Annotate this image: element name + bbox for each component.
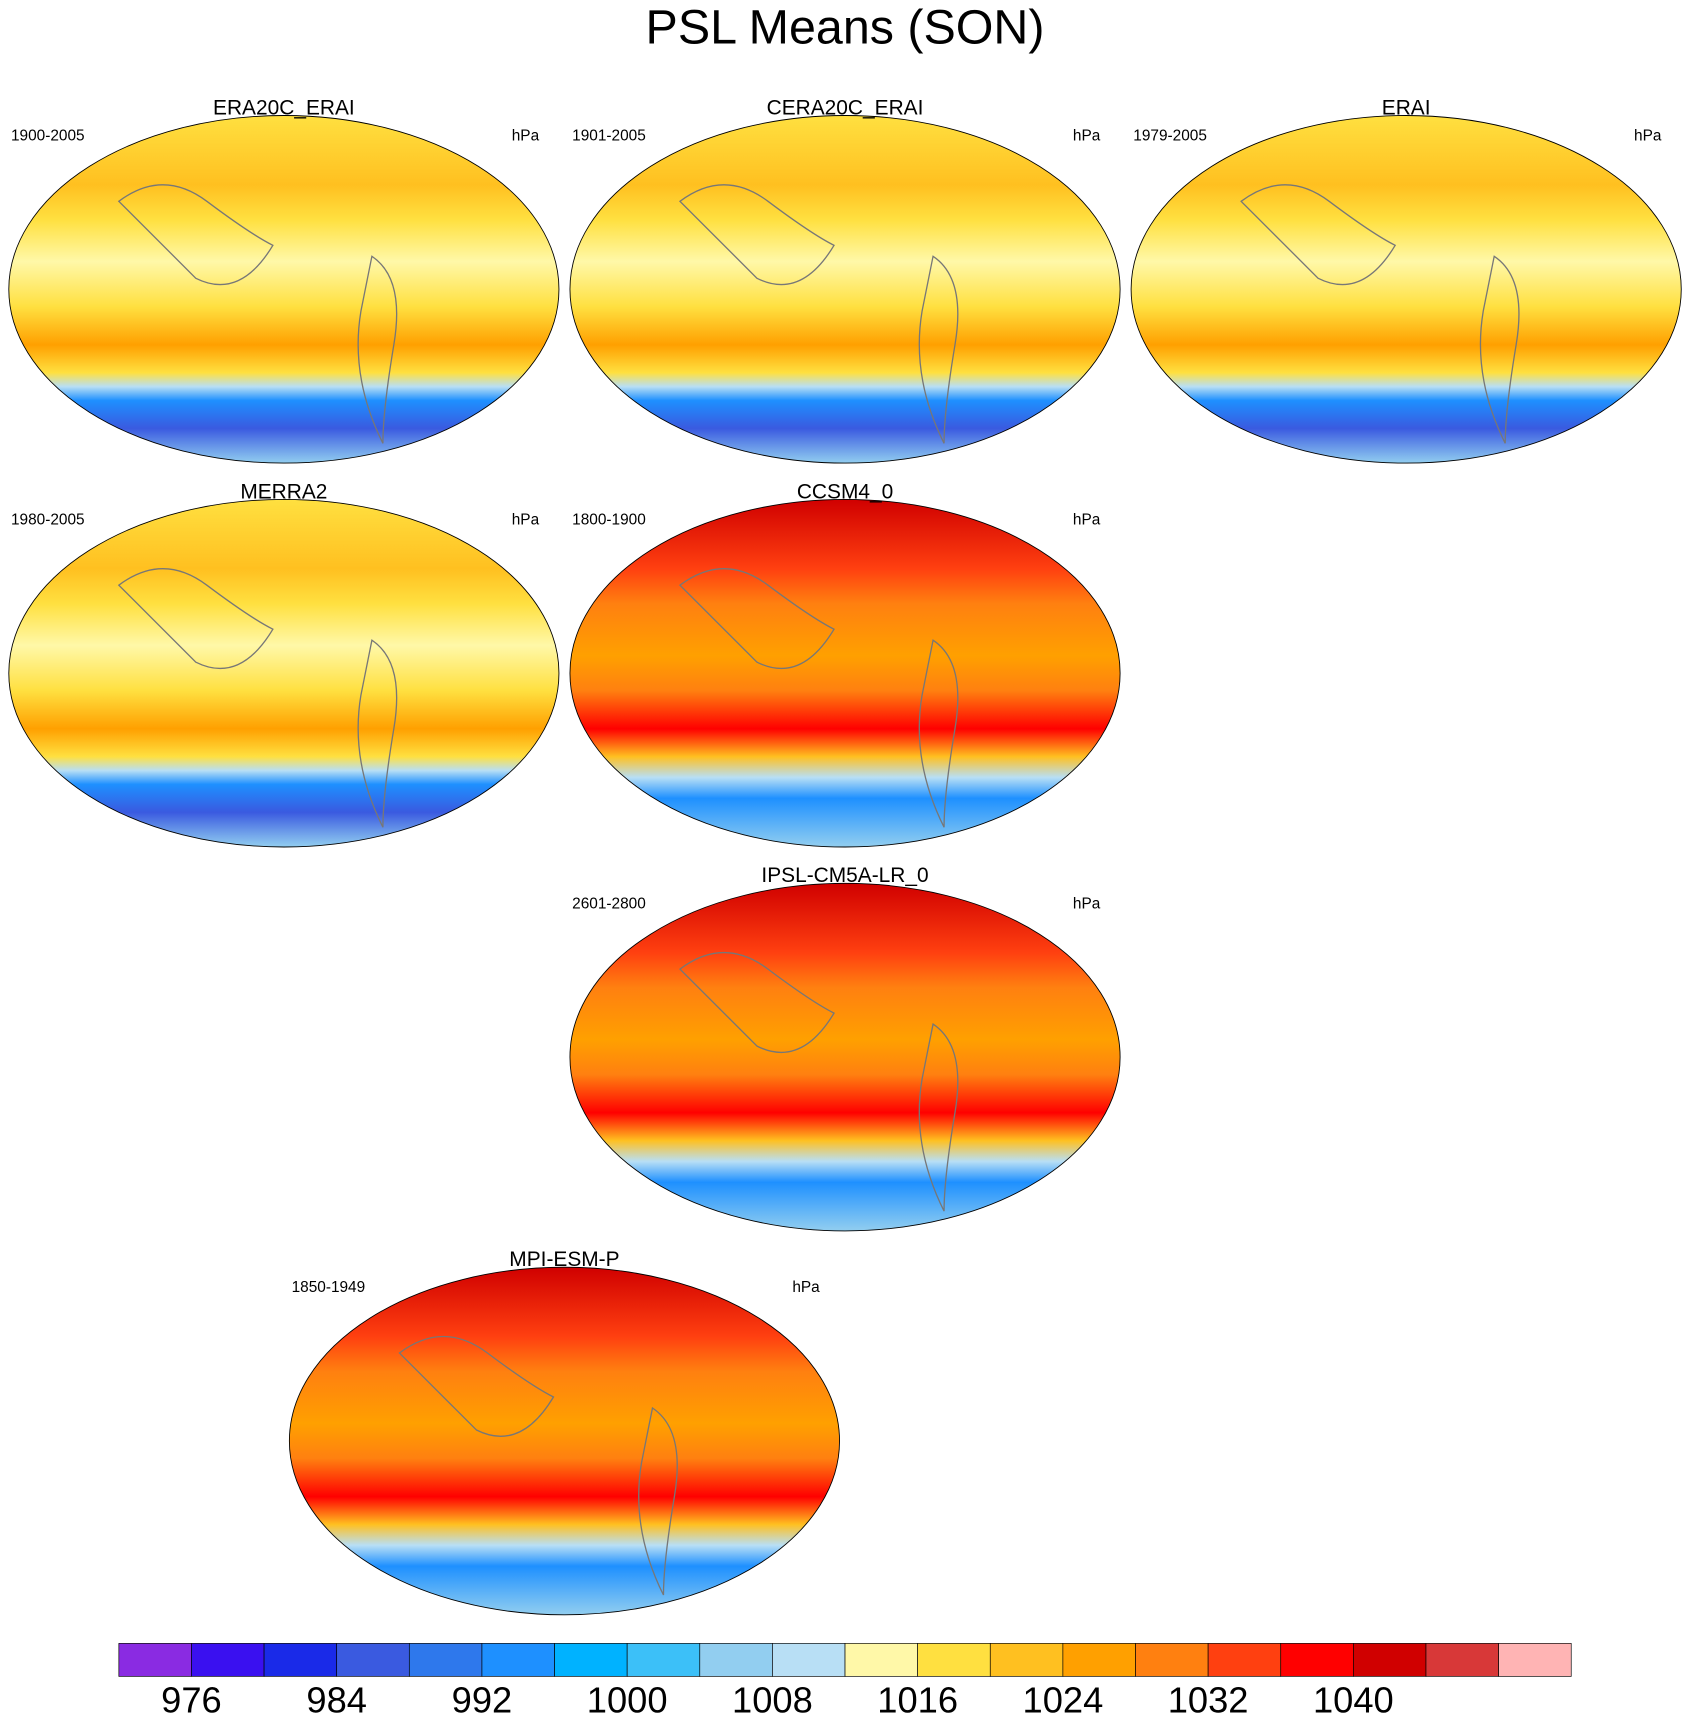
colorbar-box xyxy=(989,1643,1064,1677)
colorbar-box xyxy=(1425,1643,1499,1677)
panel-title: CERA20C_ERAI xyxy=(767,96,924,119)
map-panel: CERA20C_ERAI 1901-2005 hPa xyxy=(569,96,1121,464)
colorbar-label: 976 xyxy=(161,1679,222,1720)
colorbar-box xyxy=(408,1643,483,1677)
map-field xyxy=(569,115,1121,464)
panel-period: 2601-2800 xyxy=(572,895,646,912)
colorbar-box xyxy=(481,1643,555,1677)
panel-units: hPa xyxy=(1634,127,1662,144)
colorbar-label: 1024 xyxy=(1023,1679,1104,1720)
colorbar-box xyxy=(1207,1643,1282,1677)
colorbar-box xyxy=(699,1643,773,1677)
map-field xyxy=(288,1266,840,1616)
colorbar-box xyxy=(263,1643,338,1677)
map-field xyxy=(8,498,560,848)
colorbar-label: 992 xyxy=(452,1679,513,1720)
panel-units: hPa xyxy=(512,127,540,144)
panel-title: CCSM4_0 xyxy=(797,480,893,503)
panel-period: 1980-2005 xyxy=(11,511,85,528)
colorbar-label: 1040 xyxy=(1313,1679,1394,1720)
colorbar-box xyxy=(336,1643,410,1677)
panel-title: MPI-ESM-P xyxy=(509,1248,619,1271)
coastline xyxy=(1240,184,1520,444)
coastline xyxy=(678,952,959,1212)
map-field xyxy=(8,115,560,464)
panel-period: 1800-1900 xyxy=(572,511,646,528)
colorbar-label: 1032 xyxy=(1168,1679,1249,1720)
colorbar-box xyxy=(1353,1643,1427,1677)
colorbar-box xyxy=(554,1643,628,1677)
colorbar-label: 1008 xyxy=(732,1679,813,1720)
colorbar-box xyxy=(917,1643,991,1677)
panel-title: ERAI xyxy=(1382,96,1431,119)
panel-units: hPa xyxy=(512,511,540,528)
map-panel: ERAI 1979-2005 hPa xyxy=(1130,96,1682,464)
colorbar-box xyxy=(772,1643,846,1677)
colorbar-box xyxy=(626,1643,701,1677)
map-panel: MPI-ESM-P 1850-1949 hPa xyxy=(288,1248,840,1616)
panel-units: hPa xyxy=(1073,511,1101,528)
map-field xyxy=(1130,115,1682,464)
colorbar-label: 984 xyxy=(306,1679,367,1720)
panel-title: IPSL-CM5A-LR_0 xyxy=(761,864,928,887)
panel-period: 1979-2005 xyxy=(1133,127,1207,144)
colorbar-box xyxy=(1135,1643,1209,1677)
coastline xyxy=(678,184,959,444)
panel-units: hPa xyxy=(1073,895,1101,912)
coastline xyxy=(117,184,398,444)
coastline xyxy=(398,1335,678,1596)
colorbar-box xyxy=(1498,1643,1572,1677)
panel-title: MERRA2 xyxy=(240,480,327,503)
map-panel: IPSL-CM5A-LR_0 2601-2800 hPa xyxy=(569,864,1121,1232)
coastline xyxy=(117,568,398,828)
colorbar-box xyxy=(191,1643,265,1677)
colorbar-box xyxy=(118,1643,192,1677)
panel-period: 1850-1949 xyxy=(292,1279,366,1296)
map-field xyxy=(569,882,1121,1232)
map-panel: ERA20C_ERAI 1900-2005 hPa xyxy=(8,96,560,464)
colorbar-label: 1016 xyxy=(877,1679,958,1720)
map-panel: MERRA2 1980-2005 hPa xyxy=(8,480,560,848)
map-panel: CCSM4_0 1800-1900 hPa xyxy=(569,480,1121,848)
panel-title: ERA20C_ERAI xyxy=(213,96,355,119)
colorbar-label: 1000 xyxy=(587,1679,668,1720)
colorbar-box xyxy=(844,1643,918,1677)
panel-period: 1900-2005 xyxy=(11,127,85,144)
panel-period: 1901-2005 xyxy=(572,127,646,144)
colorbar-box xyxy=(1280,1643,1354,1677)
panel-units: hPa xyxy=(792,1279,820,1296)
map-field xyxy=(569,498,1121,848)
figure-title: PSL Means (SON) xyxy=(646,1,1045,55)
coastline xyxy=(678,568,959,828)
panel-units: hPa xyxy=(1073,127,1101,144)
colorbar-box xyxy=(1062,1643,1136,1677)
